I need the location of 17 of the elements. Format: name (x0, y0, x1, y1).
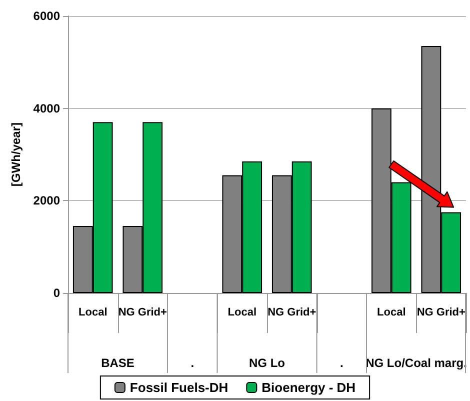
x-tick-label: Local (78, 306, 108, 318)
text: BASE (101, 356, 134, 370)
x-tick-label: NG Grid+ (118, 306, 167, 318)
y-tick-label: 4000 (33, 101, 60, 116)
y-axis-title: [GWh/year] (9, 122, 23, 187)
x-tick-label: NG Grid+ (416, 306, 466, 318)
text: . (340, 356, 344, 370)
legend-label: Bioenergy - DH (262, 380, 356, 395)
y-tick-label: 2000 (33, 194, 60, 208)
x-tick-label: NG Grid+ (268, 306, 316, 318)
legend-label: Fossil Fuels-DH (130, 380, 228, 395)
y-tick-label: 0 (53, 286, 60, 300)
x-tick-label: Local (377, 306, 406, 318)
text: . (190, 356, 194, 370)
y-tick-label: 6000 (33, 9, 60, 23)
text: NG Lo (249, 356, 285, 370)
x-tick-label: Local (228, 306, 256, 318)
